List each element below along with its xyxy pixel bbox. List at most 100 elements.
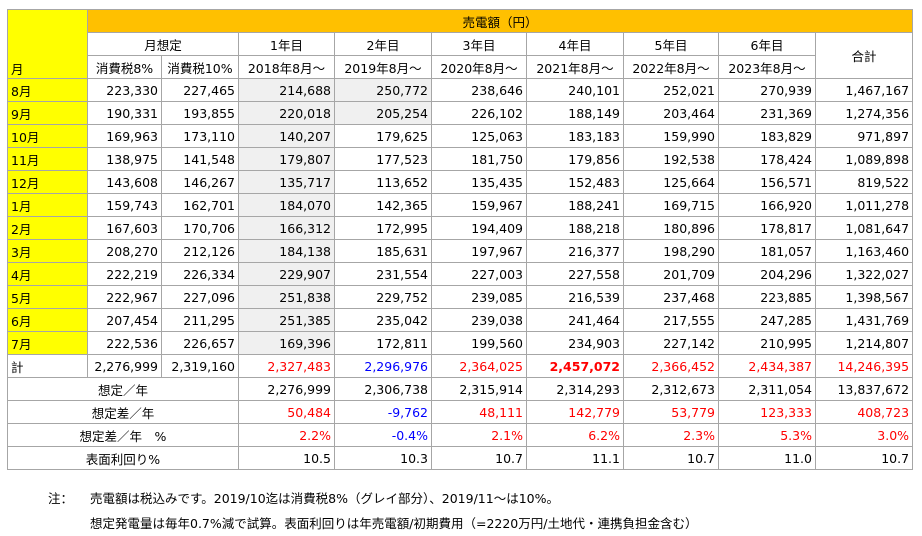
value-cell: 234,903 <box>526 331 624 355</box>
value-cell: 159,990 <box>623 124 719 148</box>
value-cell: 211,295 <box>161 308 239 332</box>
value-cell: 184,070 <box>238 193 335 217</box>
value-cell: 231,369 <box>718 101 816 125</box>
summary-value: 10.5 <box>238 446 335 470</box>
month-row: 6月 207,454 211,295 251,385 235,042 239,038 241… <box>7 308 914 332</box>
summary-value: -0.4% <box>334 423 432 447</box>
value-cell: 216,377 <box>526 239 624 263</box>
value-cell: 251,838 <box>238 285 335 309</box>
value-cell: 226,334 <box>161 262 239 286</box>
summary-value: 3.0% <box>814 423 914 447</box>
value-cell: 207,454 <box>87 308 162 332</box>
value-cell: 247,285 <box>718 308 816 332</box>
summary-value: 50,484 <box>238 400 335 424</box>
month-cell: 12月 <box>7 170 88 194</box>
value-cell: 172,995 <box>334 216 432 240</box>
summary-value: 123,333 <box>718 400 816 424</box>
value-cell: 220,018 <box>238 101 335 125</box>
summary-value: 2,457,072 <box>526 354 624 378</box>
value-cell: 184,138 <box>238 239 335 263</box>
month-cell: 1月 <box>7 193 88 217</box>
value-cell: 229,907 <box>238 262 335 286</box>
note-row: 注： 売電額は税込みです。2019/10迄は消費税8%（グレイ部分）、2019/1… <box>48 486 655 511</box>
value-cell: 141,548 <box>161 147 239 171</box>
month-row: 8月 223,330 227,465 214,688 250,772 238,646 240… <box>7 78 914 102</box>
value-cell: 240,101 <box>526 78 624 102</box>
value-cell: 222,219 <box>87 262 162 286</box>
summary-row: 計 2,276,999 2,319,160 2,327,483 2,296,976 2,3… <box>7 354 914 378</box>
month-cell: 2月 <box>7 216 88 240</box>
tax10-header: 消費税10% <box>161 55 239 79</box>
summary-label: 表面利回り% <box>7 446 239 470</box>
value-cell: 167,603 <box>87 216 162 240</box>
value-cell: 193,855 <box>161 101 239 125</box>
year-header: 4年目 <box>526 32 624 56</box>
value-cell: 177,523 <box>334 147 432 171</box>
value-cell: 156,571 <box>718 170 816 194</box>
summary-row: 想定差／年 50,484 -9,762 48,111 142,779 53,779 123,… <box>7 400 914 424</box>
value-cell: 166,920 <box>718 193 816 217</box>
value-cell: 1,089,898 <box>814 147 914 171</box>
summary-value: 10.7 <box>814 446 914 470</box>
value-cell: 146,267 <box>161 170 239 194</box>
summary-value: 2.2% <box>238 423 335 447</box>
value-cell: 181,057 <box>718 239 816 263</box>
value-cell: 205,254 <box>334 101 432 125</box>
value-cell: 142,365 <box>334 193 432 217</box>
value-cell: 227,003 <box>431 262 527 286</box>
value-cell: 1,322,027 <box>814 262 914 286</box>
value-cell: 194,409 <box>431 216 527 240</box>
summary-value: 2,319,160 <box>161 354 239 378</box>
value-cell: 170,706 <box>161 216 239 240</box>
month-cell: 11月 <box>7 147 88 171</box>
month-row: 9月 190,331 193,855 220,018 205,254 226,102 188… <box>7 101 914 125</box>
value-cell: 231,554 <box>334 262 432 286</box>
value-cell: 1,163,460 <box>814 239 914 263</box>
summary-label: 想定／年 <box>7 377 239 401</box>
month-row: 11月 138,975 141,548 179,807 177,523 181,750 17… <box>7 147 914 171</box>
value-cell: 223,885 <box>718 285 816 309</box>
value-cell: 222,536 <box>87 331 162 355</box>
value-cell: 216,539 <box>526 285 624 309</box>
value-cell: 208,270 <box>87 239 162 263</box>
value-cell: 159,967 <box>431 193 527 217</box>
month-row: 1月 159,743 162,701 184,070 142,365 159,967 188… <box>7 193 914 217</box>
summary-value: 2,314,293 <box>526 377 624 401</box>
value-cell: 125,664 <box>623 170 719 194</box>
summary-value: 2,434,387 <box>718 354 816 378</box>
year-header: 1年目 <box>238 32 335 56</box>
summary-value: 6.2% <box>526 423 624 447</box>
value-cell: 173,110 <box>161 124 239 148</box>
value-cell: 223,330 <box>87 78 162 102</box>
value-cell: 179,807 <box>238 147 335 171</box>
value-cell: 212,126 <box>161 239 239 263</box>
value-cell: 235,042 <box>334 308 432 332</box>
value-cell: 227,558 <box>526 262 624 286</box>
value-cell: 214,688 <box>238 78 335 102</box>
value-cell: 185,631 <box>334 239 432 263</box>
value-cell: 1,431,769 <box>814 308 914 332</box>
value-cell: 203,464 <box>623 101 719 125</box>
value-cell: 179,856 <box>526 147 624 171</box>
value-cell: 198,290 <box>623 239 719 263</box>
value-cell: 819,522 <box>814 170 914 194</box>
year-start: 2023年8月～ <box>718 55 816 79</box>
title-cell: 売電額（円） <box>86 9 914 33</box>
value-cell: 239,085 <box>431 285 527 309</box>
header-row: 月想定 1年目 2年目 3年目 4年目 5年目 6年目 合計 <box>8 32 914 79</box>
month-row: 5月 222,967 227,096 251,838 229,752 239,085 216… <box>7 285 914 309</box>
month-row: 4月 222,219 226,334 229,907 231,554 227,003 227… <box>7 262 914 286</box>
summary-value: 408,723 <box>814 400 914 424</box>
value-cell: 135,435 <box>431 170 527 194</box>
value-cell: 169,396 <box>238 331 335 355</box>
value-cell: 178,817 <box>718 216 816 240</box>
month-cell: 6月 <box>7 308 88 332</box>
summary-value: 2,306,738 <box>334 377 432 401</box>
month-cell: 7月 <box>7 331 88 355</box>
value-cell: 178,424 <box>718 147 816 171</box>
value-cell: 166,312 <box>238 216 335 240</box>
value-cell: 227,142 <box>623 331 719 355</box>
summary-value: 14,246,395 <box>814 354 914 378</box>
value-cell: 227,465 <box>161 78 239 102</box>
